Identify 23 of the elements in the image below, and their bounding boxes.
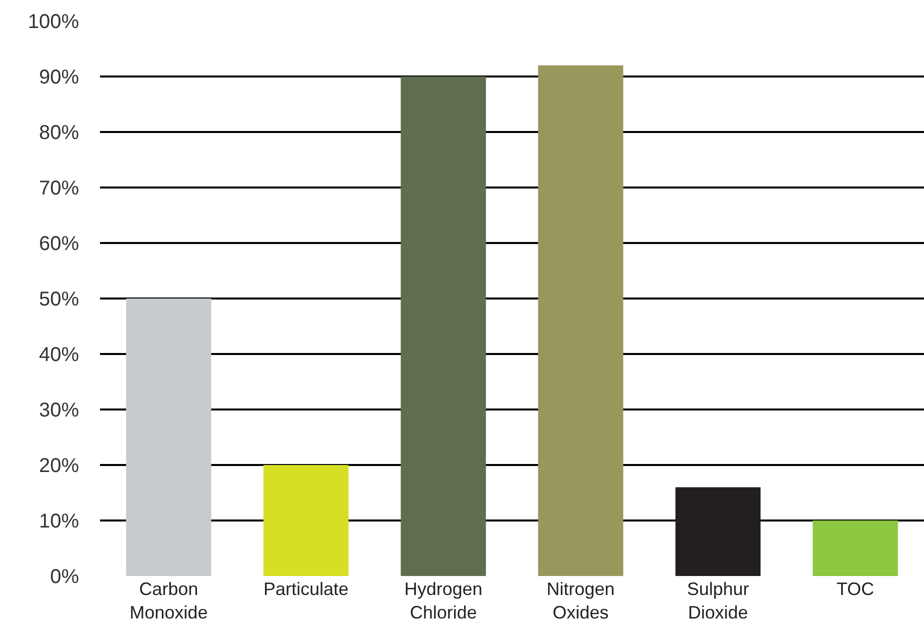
x-tick-label: Particulate (263, 579, 349, 599)
y-tick-label: 20% (38, 455, 80, 477)
y-tick-label: 0% (50, 566, 80, 588)
y-tick-label: 70% (38, 178, 80, 200)
bar (675, 487, 761, 576)
x-tick-label: Nitrogen Oxides (546, 579, 615, 622)
x-tick-label: Hydrogen Chloride (404, 579, 482, 622)
bar (126, 298, 212, 576)
x-tick-label: TOC (836, 579, 874, 599)
bar (263, 465, 349, 576)
y-tick-label: 10% (38, 510, 80, 532)
x-tick-label: Carbon Monoxide (130, 579, 208, 622)
bar (400, 76, 486, 576)
y-tick-label: 80% (38, 122, 80, 144)
x-tick-label: Sulphur Dioxide (686, 579, 750, 622)
bar (538, 65, 624, 576)
y-tick-label: 40% (38, 344, 80, 366)
y-tick-label: 30% (38, 400, 80, 422)
y-tick-label: 50% (38, 288, 80, 310)
bar (812, 520, 898, 576)
y-tick-label: 60% (38, 233, 80, 255)
y-tick-label: 90% (38, 66, 80, 88)
y-tick-label: 100% (28, 11, 80, 33)
